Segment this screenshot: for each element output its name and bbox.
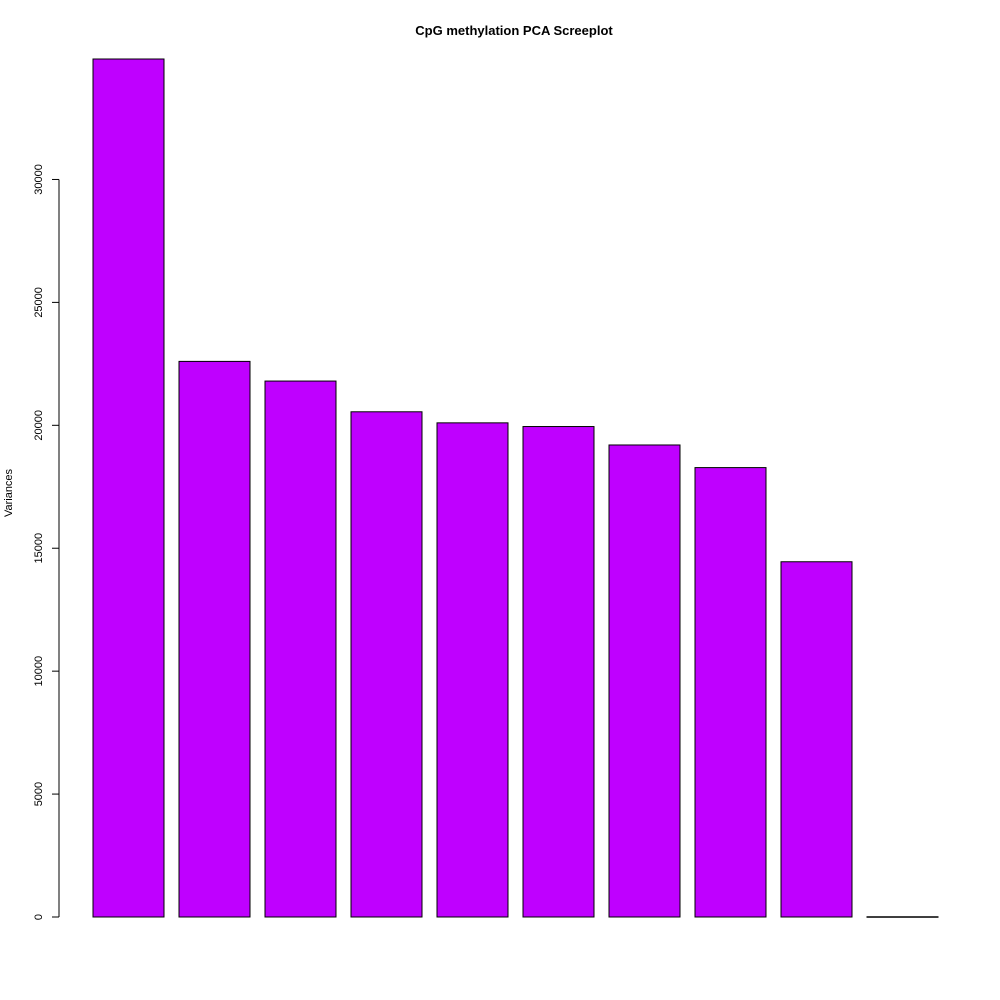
- bars-group: [92, 58, 939, 918]
- bar: [350, 411, 423, 918]
- y-tick-label: 20000: [33, 410, 45, 441]
- bar: [264, 380, 337, 918]
- bar: [92, 58, 165, 918]
- y-tick-label: 30000: [33, 164, 45, 195]
- y-tick-label: 0: [33, 914, 45, 920]
- bar: [608, 444, 681, 918]
- y-tick-label: 15000: [33, 533, 45, 564]
- y-tick-label: 5000: [33, 782, 45, 806]
- y-axis: 0 5000 10000 15000 20000 25000 30000: [33, 164, 60, 920]
- bar: [780, 561, 853, 918]
- y-tick-label: 10000: [33, 656, 45, 687]
- bar: [436, 422, 509, 918]
- bar: [866, 916, 939, 918]
- bar: [178, 360, 251, 918]
- chart-title: CpG methylation PCA Screeplot: [415, 23, 613, 38]
- bar: [694, 467, 767, 918]
- y-axis-label: Variances: [3, 468, 15, 517]
- bar: [522, 426, 595, 918]
- y-tick-label: 25000: [33, 287, 45, 318]
